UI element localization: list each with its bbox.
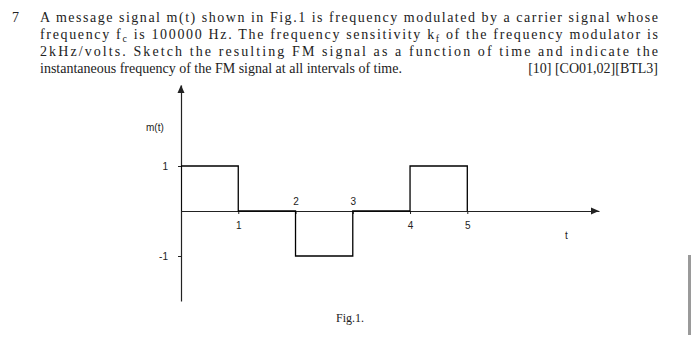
x-axis: 1 2 3 4 5	[182, 196, 600, 231]
signal-line	[181, 166, 467, 256]
text-run: frequency f	[40, 27, 121, 42]
text-run: of the frequency modulator is	[441, 27, 658, 42]
figure-caption: Fig.1.	[336, 311, 364, 325]
text-run: is 100000 Hz. The frequency sensitivity …	[128, 27, 434, 42]
x-axis-arrow	[591, 208, 599, 215]
x-tick: 1	[236, 211, 242, 231]
y-tick-label: -1	[159, 251, 168, 262]
y-axis-arrow	[178, 85, 185, 93]
plot-area	[181, 166, 467, 256]
y-axis: -1 1	[159, 86, 181, 302]
x-tick-label: 3	[350, 196, 356, 207]
question-line: A message signal m(t) shown in Fig.1 is …	[40, 10, 658, 26]
y-tick-mark	[178, 256, 181, 257]
y-tick: 1	[162, 161, 181, 172]
question-number: 7	[12, 10, 19, 25]
question-line: 2kHz/volts. Sketch the resulting FM sign…	[40, 44, 658, 59]
question-line: frequency fc is 100000 Hz. The frequency…	[40, 27, 658, 44]
x-tick-label: 1	[236, 220, 242, 231]
x-tick-mark	[467, 211, 468, 214]
marks: [10] [CO01,02][BTL3]	[528, 61, 658, 76]
y-axis-title: m(t)	[146, 122, 164, 133]
y-tick-label: 1	[162, 161, 168, 172]
text-run: instantaneous frequency of the FM signal…	[40, 61, 402, 76]
x-tick-label: 4	[408, 220, 414, 231]
subscript: f	[436, 33, 440, 44]
x-tick: 5	[465, 211, 471, 231]
x-tick: 4	[408, 211, 414, 231]
x-tick-label: 2	[293, 196, 299, 207]
y-tick: -1	[159, 251, 181, 262]
y-tick-mark	[178, 166, 181, 167]
question-line: instantaneous frequency of the FM signal…	[40, 61, 402, 76]
page: 7 A message signal m(t) shown in Fig.1 is…	[0, 0, 700, 355]
subscript: c	[122, 33, 127, 44]
text-run: 2kHz/volts. Sketch the resulting FM sign…	[40, 44, 658, 59]
scrollbar	[688, 255, 691, 335]
text-run: A message signal m(t) shown in Fig.1 is …	[40, 10, 658, 26]
x-axis-title: t	[565, 230, 568, 241]
x-tick-label: 5	[465, 220, 471, 231]
